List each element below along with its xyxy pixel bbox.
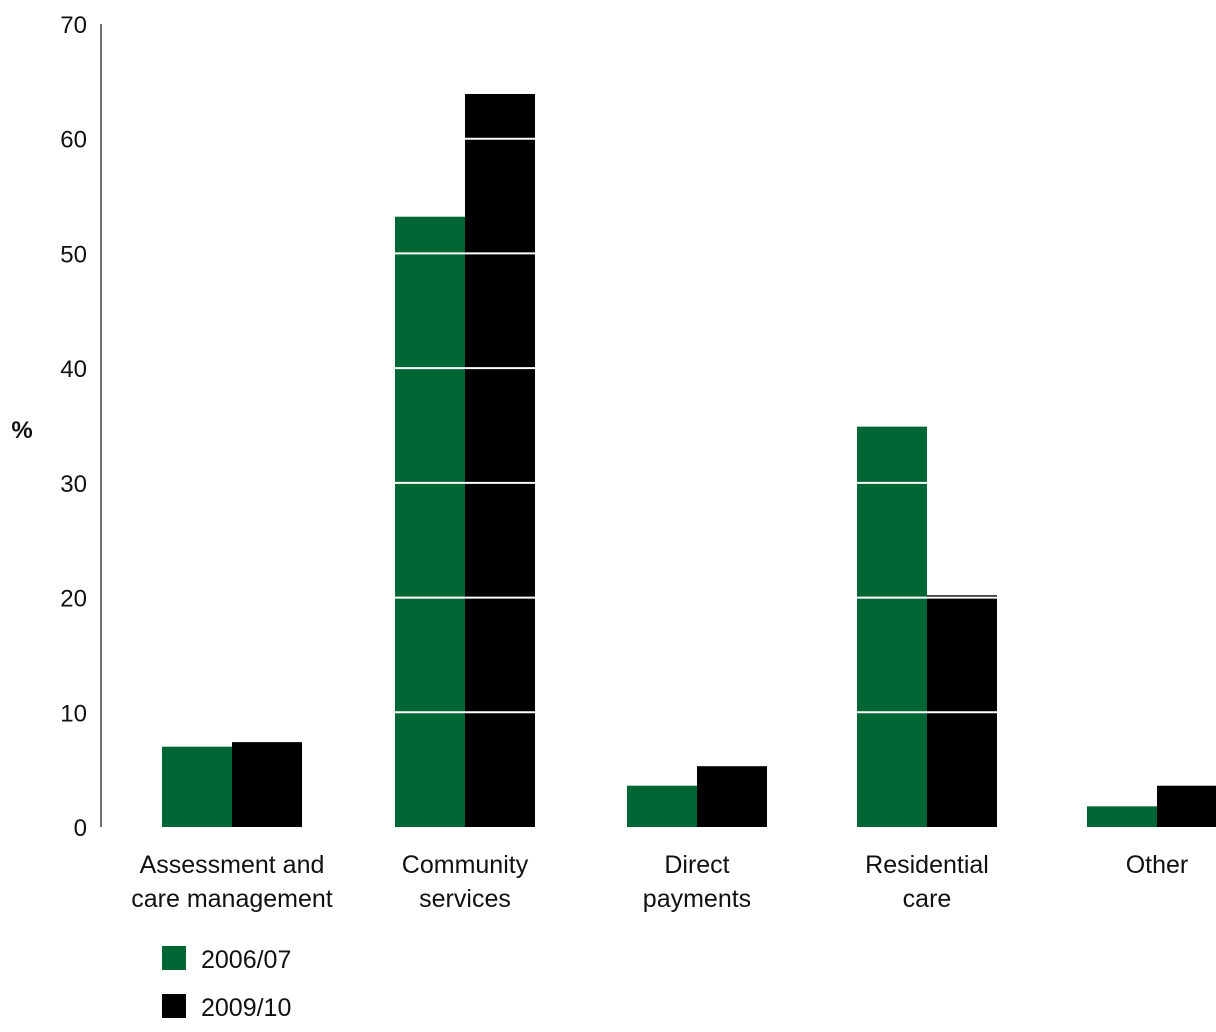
legend-swatch xyxy=(162,994,186,1018)
category-label: Other xyxy=(1126,851,1189,879)
category-label: Assessment and care management xyxy=(131,851,333,913)
bar-2009-10-4 xyxy=(1157,785,1216,827)
y-tick-label: 20 xyxy=(60,586,87,613)
legend-label: 2009/10 xyxy=(201,994,291,1022)
y-tick-label: 50 xyxy=(60,241,87,268)
bars-layer xyxy=(162,93,1216,828)
y-tick-label: 70 xyxy=(60,12,87,39)
legend: 2006/07 2009/10 xyxy=(162,946,291,1022)
bar-2009-10-3 xyxy=(927,595,997,827)
bar-2006-07-3 xyxy=(857,426,927,827)
category-label: Residential care xyxy=(865,851,989,913)
y-axis-label: % xyxy=(11,417,32,444)
y-tick-label: 40 xyxy=(60,356,87,383)
bar-2009-10-0 xyxy=(232,742,302,827)
category-labels: Assessment and care management Community se… xyxy=(131,851,1188,913)
bar-2006-07-2 xyxy=(627,785,697,827)
category-label: Community services xyxy=(402,851,529,913)
legend-swatch xyxy=(162,946,186,970)
y-tick-label: 60 xyxy=(60,127,87,154)
bar-2006-07-0 xyxy=(162,746,232,827)
y-tick-label: 0 xyxy=(74,815,87,842)
bar-2009-10-2 xyxy=(697,766,767,827)
y-tick-label: 10 xyxy=(60,700,87,727)
y-tick-label: 30 xyxy=(60,471,87,498)
gridlines-layer xyxy=(395,137,997,714)
bar-2006-07-1 xyxy=(395,216,465,828)
category-label: Direct payments xyxy=(643,851,751,913)
bar-2006-07-4 xyxy=(1087,806,1157,827)
legend-label: 2006/07 xyxy=(201,946,291,974)
y-tick-labels: 0 10 20 30 40 50 60 70 xyxy=(60,12,87,842)
bar-2009-10-1 xyxy=(465,93,535,828)
